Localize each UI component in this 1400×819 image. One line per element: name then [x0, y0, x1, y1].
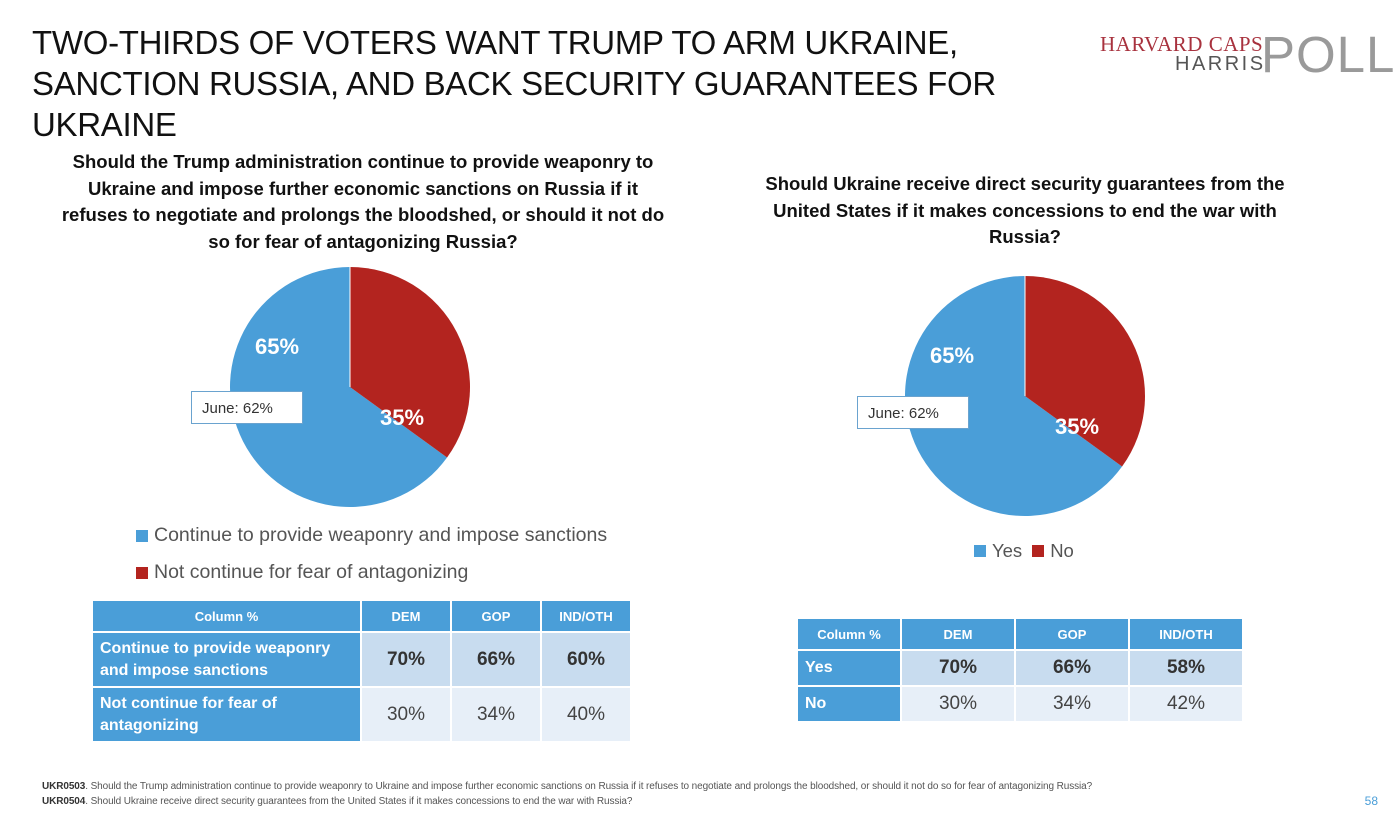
footnote-ukr0504: UKR0504. Should Ukraine receive direct s…: [42, 796, 632, 807]
legend-swatch-red: [1032, 545, 1045, 557]
legend-label: Yes: [992, 540, 1023, 561]
table-row: Yes 70% 66% 58%: [798, 650, 1244, 687]
table-cell: 60%: [541, 632, 632, 688]
table-header-row: Column % DEM GOP IND/OTH: [93, 601, 632, 633]
legend-swatch-blue: [136, 529, 148, 542]
pie-slice-yes: [905, 276, 1123, 516]
table-header-cell: IND/OTH: [1129, 619, 1244, 651]
table-row-label: Yes: [798, 650, 902, 687]
page-title: TWO-THIRDS OF VOTERS WANT TRUMP TO ARM U…: [32, 24, 996, 143]
table-row: Continue to provide weaponry and impose …: [93, 632, 632, 688]
logo-line-2: HARRIS: [1175, 53, 1266, 75]
table-cell: 42%: [1129, 686, 1244, 723]
pie-chart-1: 65% 35%: [230, 267, 470, 507]
table-cell: 34%: [451, 687, 542, 743]
chart-1-legend-item-continue: Continue to provide weaponry and impose …: [136, 524, 607, 547]
table-header-cell: GOP: [451, 601, 542, 633]
pie-data-label: 35%: [1055, 414, 1099, 439]
table-row-label: Continue to provide weaponry and impose …: [93, 632, 362, 688]
logo-line-1: HARVARD CAPS: [1100, 32, 1264, 56]
pie-slice-continue-to-provide-weaponry-and-impose-sanctions: [230, 267, 448, 507]
table-cell: 40%: [541, 687, 632, 743]
table-cell: 30%: [901, 686, 1016, 723]
table-header-cell: IND/OTH: [541, 601, 632, 633]
table-cell: 70%: [361, 632, 452, 688]
table-row: Not continue for fear of antagonizing 30…: [93, 687, 632, 743]
chart-2-question: Should Ukraine receive direct security g…: [765, 173, 1285, 247]
logo-line-3: POLL: [1261, 26, 1396, 83]
legend-swatch-blue: [974, 545, 986, 557]
table-header-cell: Column %: [798, 619, 902, 651]
pie-data-label: 35%: [380, 405, 424, 430]
crosstab-table-1: Column % DEM GOP IND/OTH Continue to pro…: [93, 601, 632, 743]
footnote-code: UKR0503: [42, 781, 86, 792]
table-cell: 30%: [361, 687, 452, 743]
pie-slice-not-continue-for-fear-of-antagonizing: [350, 267, 470, 458]
table-row: No 30% 34% 42%: [798, 686, 1244, 723]
table-header-cell: Column %: [93, 601, 362, 633]
footnote-ukr0503: UKR0503. Should the Trump administration…: [42, 781, 1092, 792]
chart-2-legend-item-no: No: [1032, 540, 1074, 562]
crosstab-table-2: Column % DEM GOP IND/OTH Yes 70% 66% 58%…: [798, 619, 1244, 723]
table-cell: 70%: [901, 650, 1016, 687]
table-header-cell: GOP: [1015, 619, 1130, 651]
pie-chart-2: 65% 35%: [905, 276, 1145, 516]
footnote-code: UKR0504: [42, 796, 86, 807]
table-row-label: No: [798, 686, 902, 723]
legend-swatch-red: [136, 566, 148, 579]
harvard-caps-harris-poll-logo: HARVARD CAPS HARRIS POLL: [1098, 24, 1394, 84]
table-header-row: Column % DEM GOP IND/OTH: [798, 619, 1244, 651]
legend-label: No: [1050, 540, 1074, 561]
table-cell: 34%: [1015, 686, 1130, 723]
chart-1-legend-item-not-continue: Not continue for fear of antagonizing: [136, 561, 468, 584]
pie-slice-no: [1025, 276, 1145, 467]
pie-data-label: 65%: [930, 343, 974, 368]
legend-label: Not continue for fear of antagonizing: [154, 561, 469, 583]
footnote-text: . Should Ukraine receive direct security…: [85, 796, 633, 807]
page-number: 58: [1364, 794, 1378, 808]
chart-2-legend: Yes No: [974, 540, 1084, 562]
chart-1-question: Should the Trump administration continue…: [61, 151, 665, 252]
table-header-cell: DEM: [901, 619, 1016, 651]
table-cell: 66%: [1015, 650, 1130, 687]
table-cell: 58%: [1129, 650, 1244, 687]
footnote-text: . Should the Trump administration contin…: [85, 781, 1093, 792]
chart-2-legend-item-yes: Yes: [974, 540, 1022, 562]
chart-1-june-callout: June: 62%: [191, 391, 303, 424]
pie-data-label: 65%: [255, 334, 299, 359]
legend-label: Continue to provide weaponry and impose …: [154, 524, 608, 546]
chart-2-june-callout: June: 62%: [857, 396, 969, 429]
table-header-cell: DEM: [361, 601, 452, 633]
table-cell: 66%: [451, 632, 542, 688]
table-row-label: Not continue for fear of antagonizing: [93, 687, 362, 743]
